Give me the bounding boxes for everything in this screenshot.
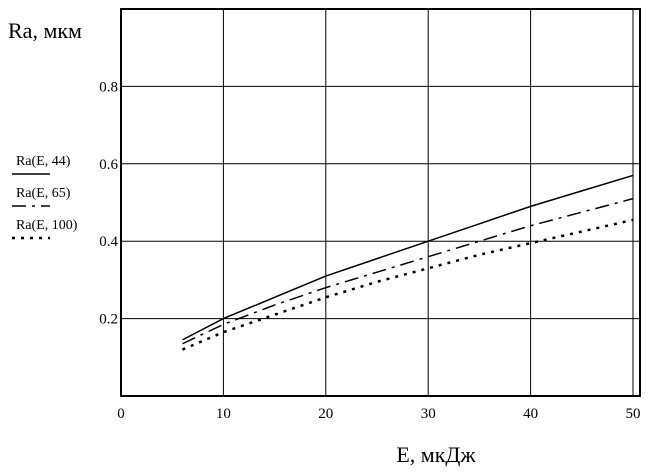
legend-label: Ra(E, 100) (16, 218, 78, 233)
x-tick-label: 30 (421, 406, 436, 422)
series-line-2 (181, 218, 634, 351)
grid (121, 9, 640, 396)
legend-label: Ra(E, 65) (16, 186, 71, 201)
y-axis-label: Ra, мкм (8, 18, 82, 43)
y-tick-label: 0.6 (99, 157, 118, 173)
x-tick-label: 40 (523, 406, 538, 422)
y-tick-label: 0.8 (99, 79, 118, 95)
x-tick-label: 10 (216, 406, 231, 422)
y-tick-label: 0.2 (99, 312, 118, 328)
series-line-0 (182, 174, 634, 341)
legend-label: Ra(E, 44) (16, 154, 71, 169)
x-tick-labels: 0 10 20 30 40 50 (117, 406, 640, 422)
x-tick-label: 20 (318, 406, 333, 422)
series-line-1 (182, 197, 634, 345)
legend: Ra(E, 44) Ra(E, 65) Ra(E, 100) (12, 154, 78, 240)
x-axis-label: E, мкДж (396, 442, 476, 467)
y-tick-labels: 0.2 0.4 0.6 0.8 (99, 79, 118, 327)
y-tick-label: 0.4 (99, 234, 118, 250)
x-tick-label: 0 (117, 406, 125, 422)
series-group (181, 174, 634, 351)
x-tick-label: 50 (626, 406, 641, 422)
plot-frame (120, 8, 641, 397)
